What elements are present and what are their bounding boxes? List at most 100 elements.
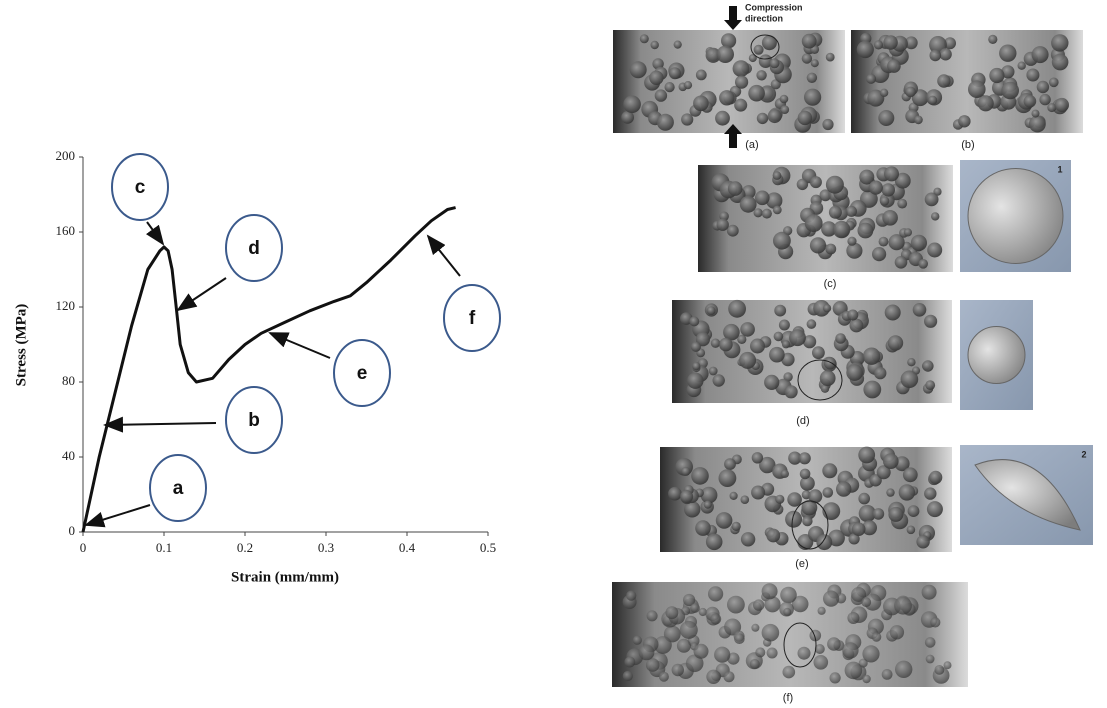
- hollow-sphere: [756, 70, 766, 80]
- hollow-sphere: [762, 624, 780, 642]
- hollow-sphere: [926, 655, 935, 664]
- hollow-sphere: [888, 335, 903, 350]
- hollow-sphere: [978, 95, 994, 111]
- hollow-sphere: [623, 671, 633, 681]
- hollow-sphere: [741, 532, 755, 546]
- hollow-sphere: [690, 603, 700, 613]
- hollow-sphere: [901, 371, 919, 389]
- hollow-sphere: [623, 96, 641, 114]
- hollow-sphere: [630, 61, 647, 78]
- hollow-sphere: [805, 214, 823, 232]
- hollow-sphere: [751, 486, 765, 500]
- hollow-sphere: [753, 599, 764, 610]
- hollow-sphere: [734, 633, 745, 644]
- hollow-sphere: [785, 385, 798, 398]
- hollow-sphere: [696, 70, 707, 81]
- hollow-sphere: [1032, 46, 1049, 63]
- hollow-sphere: [825, 244, 836, 255]
- panel-label: (a): [745, 139, 758, 151]
- hollow-sphere: [880, 196, 889, 205]
- hollow-sphere: [687, 373, 703, 389]
- hollow-sphere: [693, 96, 709, 112]
- hollow-sphere: [852, 522, 866, 536]
- hollow-sphere: [1001, 82, 1019, 100]
- hollow-sphere: [649, 71, 663, 85]
- hollow-sphere: [689, 316, 699, 326]
- hollow-sphere: [798, 111, 812, 125]
- hollow-sphere: [802, 516, 812, 526]
- hollow-sphere: [823, 304, 831, 312]
- x-axis-title: Strain (mm/mm): [231, 569, 339, 585]
- y-tick-label: 40: [62, 448, 75, 463]
- hollow-sphere: [811, 59, 819, 67]
- annotation-label: e: [357, 363, 368, 384]
- hollow-sphere: [925, 193, 939, 207]
- hollow-sphere: [734, 99, 747, 112]
- hollow-sphere: [1026, 69, 1039, 82]
- hollow-sphere: [672, 664, 684, 676]
- hollow-sphere: [646, 658, 660, 672]
- hollow-sphere: [770, 58, 780, 68]
- hollow-sphere: [878, 110, 894, 126]
- hollow-sphere: [1051, 34, 1068, 51]
- compression-label: Compression: [745, 2, 803, 12]
- hollow-sphere: [783, 666, 796, 679]
- annotation-label: d: [248, 238, 260, 259]
- hollow-sphere: [930, 617, 940, 627]
- hollow-sphere: [1055, 98, 1069, 112]
- hollow-sphere: [780, 95, 789, 104]
- hollow-sphere: [989, 68, 1004, 83]
- hollow-sphere: [1024, 95, 1037, 108]
- hollow-sphere: [692, 362, 700, 370]
- hollow-sphere: [724, 671, 735, 682]
- page: {"chart_data": {"type": "line", "x": [0,…: [0, 0, 1107, 708]
- annotation-label: a: [173, 478, 184, 499]
- hollow-sphere: [858, 447, 875, 464]
- hollow-sphere: [651, 41, 659, 49]
- hollow-sphere: [680, 490, 693, 503]
- hollow-sphere: [773, 232, 791, 250]
- hollow-sphere: [939, 48, 951, 60]
- hollow-sphere: [882, 210, 898, 226]
- x-tick-label: 0.1: [156, 540, 172, 555]
- hollow-sphere: [988, 35, 997, 44]
- hollow-sphere: [1029, 116, 1046, 133]
- hollow-sphere: [762, 35, 777, 50]
- hollow-sphere: [968, 80, 986, 98]
- figure: Strain (mm/mm) Stress (MPa) 040801201602…: [0, 0, 1107, 708]
- hollow-sphere: [762, 209, 772, 219]
- hollow-sphere: [829, 206, 842, 219]
- hollow-sphere: [890, 625, 904, 639]
- hollow-sphere: [640, 34, 649, 43]
- hollow-sphere: [802, 34, 817, 49]
- annotation-label: c: [135, 177, 146, 198]
- hollow-sphere: [913, 303, 927, 317]
- hollow-sphere: [833, 221, 850, 238]
- y-tick-label: 200: [56, 148, 76, 163]
- hollow-sphere: [858, 223, 874, 239]
- hollow-sphere: [847, 310, 858, 321]
- hollow-sphere: [872, 632, 882, 642]
- hollow-sphere: [624, 657, 635, 668]
- hollow-sphere: [626, 591, 636, 601]
- hollow-sphere: [863, 348, 880, 365]
- hollow-sphere: [704, 501, 712, 509]
- hollow-sphere: [927, 501, 943, 517]
- hollow-sphere: [907, 526, 916, 535]
- annotation-arrow: [428, 236, 460, 276]
- hollow-sphere: [733, 60, 750, 77]
- hollow-sphere: [674, 41, 682, 49]
- hollow-sphere: [732, 522, 741, 531]
- hollow-sphere: [741, 495, 750, 504]
- hollow-sphere: [755, 191, 770, 206]
- hollow-sphere: [647, 610, 658, 621]
- hollow-sphere: [680, 621, 698, 639]
- hollow-sphere: [782, 340, 790, 348]
- hollow-sphere: [666, 606, 679, 619]
- hollow-sphere: [716, 512, 733, 529]
- annotation-arrow: [86, 505, 150, 525]
- hollow-sphere: [842, 642, 858, 658]
- hollow-sphere: [1018, 61, 1026, 69]
- hollow-sphere: [780, 587, 797, 604]
